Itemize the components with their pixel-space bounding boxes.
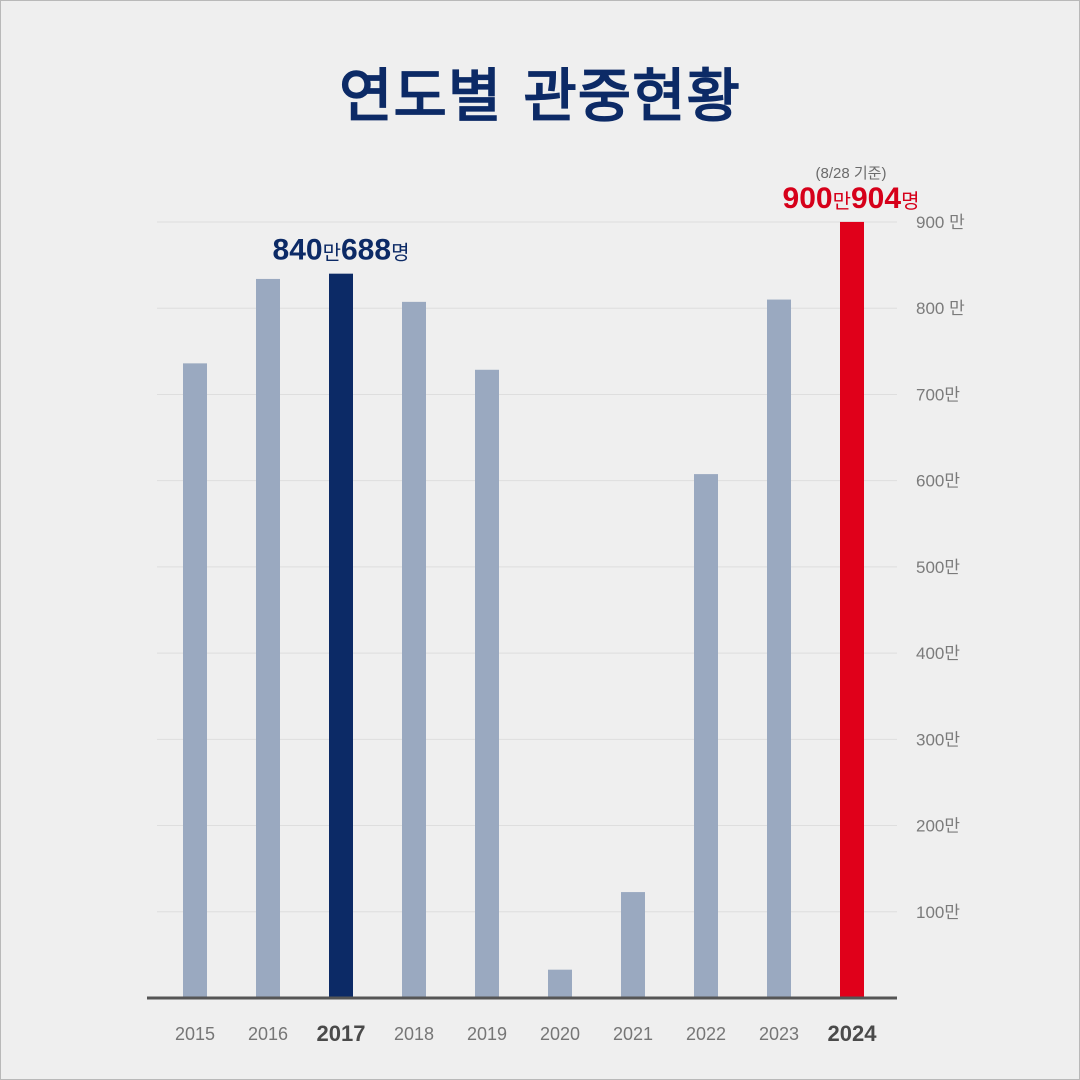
bar-2017 xyxy=(329,273,353,998)
x-tick-label: 2024 xyxy=(828,1021,878,1046)
value-label-note: (8/28 기준) xyxy=(816,165,887,182)
y-axis-ticks: 100만 200만 300만 400만 500만 600만 700만 800 만 900 만 xyxy=(916,213,965,922)
value-label-part: 만 xyxy=(833,190,851,213)
x-tick-label: 2017 xyxy=(317,1021,366,1046)
x-axis-ticks: 2015 2016 2017 2018 2019 2020 2021 2022 2023 2024 xyxy=(175,1021,877,1046)
y-tick-label: 900 만 xyxy=(916,213,965,232)
value-label-part: 904 xyxy=(851,182,901,215)
x-tick-label: 2019 xyxy=(467,1024,507,1044)
x-tick-label: 2022 xyxy=(686,1024,726,1044)
x-tick-label: 2021 xyxy=(613,1024,653,1044)
value-label-part: 900 xyxy=(783,182,833,215)
y-tick-label: 700만 xyxy=(916,385,960,404)
x-tick-label: 2018 xyxy=(394,1024,434,1044)
bar-2019 xyxy=(475,369,499,999)
x-tick-label: 2020 xyxy=(540,1024,580,1044)
value-label-2017: 840만688명 xyxy=(273,234,410,267)
bar-2022 xyxy=(694,474,718,998)
bar-2018 xyxy=(402,301,426,998)
bars xyxy=(183,221,864,999)
value-label-2024: 900만904명 xyxy=(783,182,920,215)
y-tick-label: 400만 xyxy=(916,644,960,663)
value-label-part: 명 xyxy=(901,190,919,213)
bar-2020 xyxy=(548,969,572,998)
y-tick-label: 800 만 xyxy=(916,299,965,318)
bar-2024 xyxy=(840,221,864,998)
y-tick-label: 200만 xyxy=(916,817,960,836)
value-label-part: 명 xyxy=(391,242,409,265)
y-tick-label: 300만 xyxy=(916,730,960,749)
y-tick-label: 100만 xyxy=(916,903,960,922)
y-tick-label: 500만 xyxy=(916,558,960,577)
bar-2023 xyxy=(767,299,791,998)
x-tick-label: 2023 xyxy=(759,1024,799,1044)
bar-2021 xyxy=(621,892,645,998)
value-label-part: 만 xyxy=(323,242,341,265)
bar-2016 xyxy=(256,278,280,999)
x-tick-label: 2015 xyxy=(175,1024,215,1044)
bar-2015 xyxy=(183,363,207,998)
y-tick-label: 600만 xyxy=(916,472,960,491)
chart-title: 연도별 관중현황 xyxy=(339,62,741,130)
value-label-part: 840 xyxy=(273,234,323,267)
x-tick-label: 2016 xyxy=(248,1024,288,1044)
value-label-part: 688 xyxy=(341,234,391,267)
